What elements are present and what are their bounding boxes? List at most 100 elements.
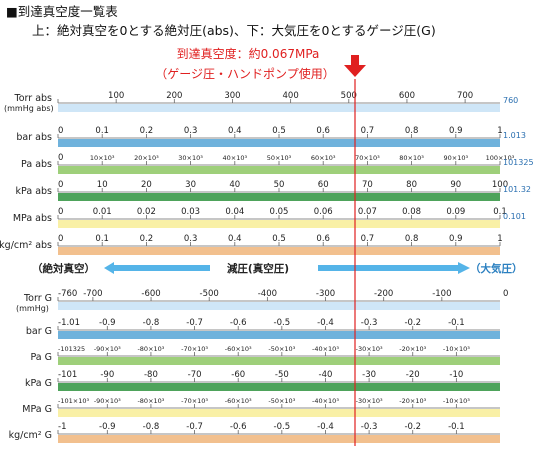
page-title: ■到達真空度一覧表 [6,4,118,19]
gauge-row-3: kPa G -101 -90 -80 -70 -60 -50 -40 -30 -20 -10 [25,370,500,391]
scale-tick-label: 0.6 [316,126,330,136]
scale-tick-label: -30×10³ [356,397,383,405]
arrow-right-icon [318,262,470,274]
scale-end-value: 0 [503,289,508,299]
scale-tick-label: 40 [229,180,240,190]
scale-label: bar abs [16,132,52,143]
scale-tick-label: 0 [58,234,63,244]
scale-tick-label: 0.7 [361,126,375,136]
scale-label: kg/cm² G [9,430,52,441]
scale-end-value: 101325 [503,158,534,167]
scale-tick-label: 0.05 [270,207,289,217]
scale-tick-label: -0.8 [143,422,160,432]
scale-tick-label: 0.1 [493,207,507,217]
scale-color-bar [58,220,500,228]
scale-end-value: 101.32 [503,185,531,194]
scale-tick-label: 0.3 [184,126,198,136]
scale-tick-label: -20×10³ [399,345,426,353]
scale-tick-label: 0.01 [93,207,112,217]
scale-tick-label: 0.9 [449,126,463,136]
scale-tick-label: -0.2 [404,422,421,432]
direction-row: （絶対真空） 減圧(真空圧) （大気圧） [32,262,523,275]
scale-tick-label: -0.7 [186,422,203,432]
scale-sublabel: (mmHg abs) [4,104,54,113]
scale-tick-label: 0.08 [402,207,421,217]
scale-tick-label: -0.2 [404,318,421,328]
scale-tick-label: 20 [141,180,152,190]
scale-tick-label: -80 [144,370,158,380]
abs-row-5: kg/cm² abs 0 0.1 0.2 0.3 0.4 0.5 0.6 0.7 0.8 0.9 1 [0,234,503,255]
gauge-row-4: MPa G -101×10³ -90×10³ -80×10³ -70×10³ -60×10… [22,397,500,417]
scale-tick-label: -60×10³ [225,397,252,405]
scale-tick-label: -0.3 [361,422,378,432]
scale-tick-label: 600 [399,91,415,101]
scale-tick-label: 70 [362,180,373,190]
scale-tick-label: -10×10³ [443,397,470,405]
scale-tick-label: 30 [185,180,196,190]
scale-tick-label: 50×10³ [267,154,292,162]
scale-tick-label: 60×10³ [311,154,336,162]
scale-tick-label: -1 [58,422,66,432]
scale-color-bar [58,409,500,417]
scale-color-bar [58,435,500,443]
scale-tick-label: -20 [406,370,420,380]
scale-tick-label: 0.4 [228,234,242,244]
scale-tick-label: 0.5 [272,234,286,244]
scale-tick-label: 80 [406,180,417,190]
scale-tick-label: -1.01 [58,318,80,328]
scale-tick-label: -0.7 [186,318,203,328]
scale-tick-label: 10×10³ [90,154,115,162]
abs-row-0: Torr abs(mmHg abs) 100 200 300 400 500 600 700 7… [4,91,518,113]
scale-tick-label: 0.2 [140,234,154,244]
scale-tick-label: 0.4 [228,126,242,136]
scale-tick-label: 0.8 [405,234,419,244]
scale-tick-label: -40×10³ [312,345,339,353]
scale-tick-label: -90×10³ [94,397,121,405]
scale-tick-label: -0.3 [361,318,378,328]
scale-tick-label: -70×10³ [181,345,208,353]
scale-tick-label: -200 [374,289,393,299]
abs-row-4: MPa abs 0 0.01 0.02 0.03 0.04 0.05 0.06 0.07 0.08… [13,207,526,228]
scale-tick-label: 0 [58,180,63,190]
scale-tick-label: 0.06 [314,207,333,217]
scale-tick-label: 10 [97,180,108,190]
scale-tick-label: -700 [83,289,102,299]
scale-color-bar [58,302,500,310]
scale-tick-label: 300 [224,91,240,101]
scale-tick-label: -0.8 [143,318,160,328]
gauge-pressure-scales: Torr G(mmHg)-760 -700 -600 -500 -400 -300 -200… [9,289,508,443]
scale-tick-label: 1 [497,126,502,136]
scale-end-value: 1.013 [503,131,526,140]
scale-tick-label: -90 [100,370,114,380]
scale-label: kg/cm² abs [0,240,52,251]
scale-color-bar [58,331,500,339]
scale-label: Torr abs [14,93,53,104]
scale-tick-label: -10×10³ [443,345,470,353]
scale-end-value: 0.101 [503,212,526,221]
scale-tick-label: 0.03 [181,207,200,217]
scale-tick-label: 100×10³ [486,154,515,162]
scale-tick-label: 0 [58,207,63,217]
scale-tick-label: -0.1 [448,318,465,328]
scale-tick-label: 0.6 [316,234,330,244]
scale-tick-label: 90×10³ [443,154,468,162]
callout-arrow-icon [344,55,366,77]
arrow-left-icon [104,262,210,274]
abs-row-1: bar abs 0 0.1 0.2 0.3 0.4 0.5 0.6 0.7 0.8 0.9 1 1.01… [16,126,526,147]
gauge-row-0: Torr G(mmHg) -760 -700 -600 -500 -400 -300 -200… [16,289,508,313]
scale-tick-label: 40×10³ [222,154,247,162]
scale-tick-label: -101325 [58,345,85,353]
scale-tick-label: -50×10³ [268,345,295,353]
scale-color-bar [58,104,500,112]
scale-label: MPa G [22,404,52,415]
scale-tick-label: -0.6 [230,422,247,432]
gauge-row-2: Pa G -101325 -90×10³ -80×10³ -70×10³ -60×10³ -… [30,345,500,365]
scale-tick-label: -0.9 [99,422,116,432]
scale-tick-label: -0.4 [317,318,334,328]
scale-tick-label: -400 [258,289,277,299]
gauge-row-5: kg/cm² G -1 -0.9 -0.8 -0.7 -0.6 -0.5 -0.4 -0.3 -0… [9,422,500,443]
scale-tick-label: 0.09 [446,207,465,217]
scale-tick-label: 0.02 [137,207,156,217]
